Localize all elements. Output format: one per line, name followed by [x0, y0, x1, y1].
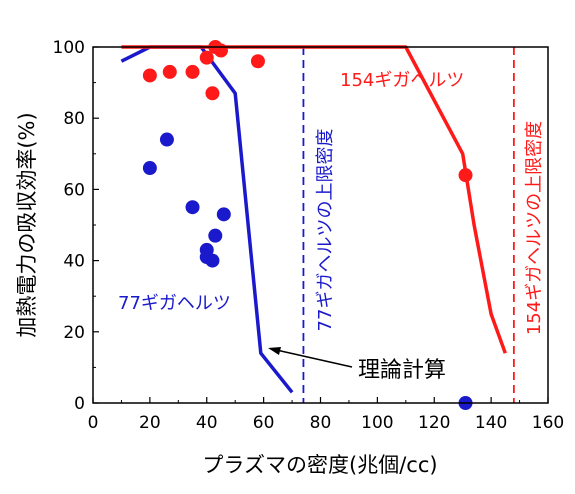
y-tick-label: 40 — [63, 252, 85, 272]
data-point-77ghz — [142, 161, 157, 176]
theory-annotation-arrow — [271, 348, 353, 368]
series-label-154ghz: 154ギガヘルツ — [340, 70, 464, 91]
x-tick-label: 0 — [88, 413, 99, 433]
data-point-77ghz — [185, 200, 200, 215]
x-tick-label: 120 — [418, 413, 450, 433]
theory-curves — [120, 45, 507, 394]
data-point-154ghz — [199, 50, 214, 65]
x-tick-label: 20 — [139, 413, 161, 433]
theory-annotation-arrowhead — [268, 347, 281, 355]
data-points — [142, 40, 473, 410]
y-axis-title: 加熱電力の吸収効率(%) — [15, 112, 39, 337]
data-point-77ghz — [205, 253, 220, 268]
y-tick-label: 60 — [63, 180, 85, 200]
data-point-154ghz — [205, 86, 220, 101]
data-point-154ghz — [185, 64, 200, 79]
series-label-77ghz: 77ギガヘルツ — [118, 293, 231, 314]
y-tick-label: 20 — [63, 323, 85, 343]
data-point-154ghz — [250, 54, 265, 69]
data-point-154ghz — [142, 68, 157, 83]
data-point-77ghz — [208, 228, 223, 243]
limit-label-154ghz: 154ギガヘルツの上限密度 — [524, 121, 545, 335]
data-point-154ghz — [213, 43, 228, 58]
data-point-77ghz — [216, 207, 231, 222]
x-tick-label: 80 — [310, 413, 332, 433]
y-tick-label: 0 — [74, 394, 85, 414]
x-tick-label: 100 — [361, 413, 393, 433]
x-axis-title: プラズマの密度(兆個/cc) — [202, 453, 437, 477]
theory-curve-77ghz — [120, 45, 294, 394]
x-tick-label: 160 — [532, 413, 564, 433]
x-tick-label: 40 — [196, 413, 218, 433]
x-tick-label: 60 — [253, 413, 275, 433]
y-tick-label: 100 — [53, 38, 85, 58]
y-tick-label: 80 — [63, 109, 85, 129]
data-point-154ghz — [458, 168, 473, 183]
theory-annotation: 理論計算 — [358, 358, 446, 383]
data-point-154ghz — [162, 64, 177, 79]
data-point-77ghz — [159, 132, 174, 147]
plot-frame — [92, 46, 549, 404]
x-tick-label: 140 — [475, 413, 507, 433]
limit-label-77ghz: 77ギガヘルツの上限密度 — [315, 129, 336, 332]
tick-labels: 0 20 40 60 80 100 120 140 160 0 20 40 60 80 100 — [53, 38, 565, 433]
limit-lines — [302, 47, 515, 403]
